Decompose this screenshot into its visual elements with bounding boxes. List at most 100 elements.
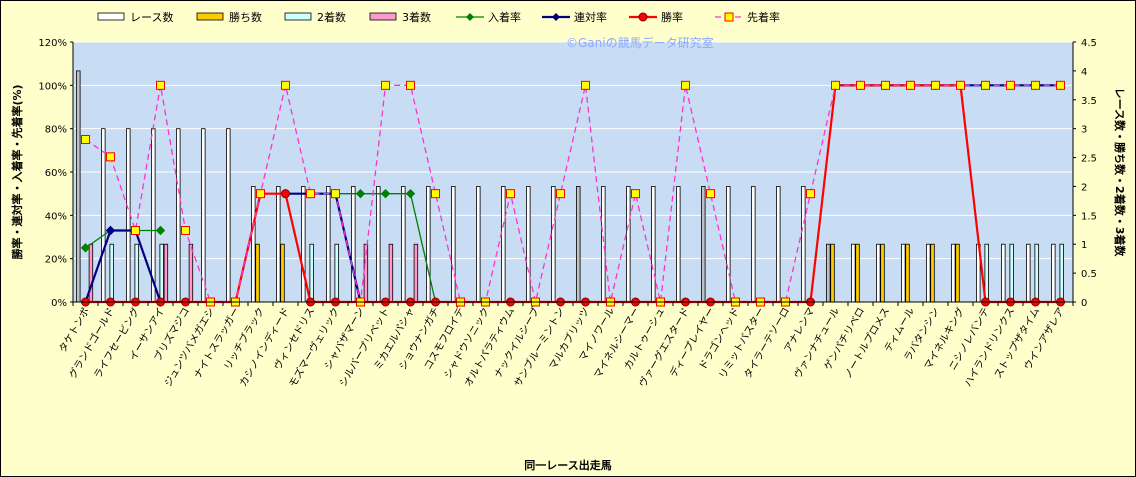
point-先着率 <box>856 80 865 90</box>
point-先着率 <box>956 80 965 90</box>
point-先着率 <box>506 189 515 199</box>
bar-3着数 <box>413 243 419 303</box>
point-先着率 <box>931 80 940 90</box>
point-先着率 <box>81 135 90 144</box>
bar-レース数 <box>376 186 381 303</box>
x-axis-title: 同一レース出走馬 <box>524 458 611 472</box>
bar-勝ち数 <box>855 243 860 303</box>
legend-item: 先着率 <box>715 10 780 24</box>
y-right-tick-label: 3 <box>1081 125 1087 136</box>
bar-2着数 <box>309 243 314 303</box>
bar-2着数 <box>1059 243 1064 303</box>
bar-レース数 <box>276 186 281 303</box>
y-left-tick-label: 80% <box>45 125 67 136</box>
bar-レース数 <box>876 243 881 303</box>
legend-item: 3着数 <box>369 10 431 24</box>
y-right-tick-label: 3.5 <box>1081 96 1097 107</box>
point-先着率 <box>706 189 715 199</box>
category-label: ナイトスラッガー <box>192 306 242 381</box>
category-label: ノートルプロメス <box>842 306 892 381</box>
point-先着率 <box>681 80 690 90</box>
bar-レース数 <box>226 128 231 303</box>
bar-2着数 <box>1009 243 1014 303</box>
category-label: リミットバスター <box>717 306 767 381</box>
bar-2着数 <box>159 243 164 303</box>
bar-レース数 <box>951 243 956 303</box>
bar-レース数 <box>926 243 931 303</box>
bar-レース数 <box>901 243 906 303</box>
bar-レース数 <box>551 186 556 303</box>
legend-label: 連対率 <box>574 10 607 24</box>
legend-label: 3着数 <box>402 10 431 24</box>
bar-レース数 <box>126 128 131 303</box>
legend-label: レース数 <box>130 11 173 24</box>
point-勝率 <box>281 189 290 199</box>
legend-item: 勝ち数 <box>196 10 262 24</box>
bar-3着数 <box>388 243 394 303</box>
point-先着率 <box>106 152 115 162</box>
bar-3着数 <box>163 243 169 303</box>
bar-レース数 <box>576 186 581 303</box>
bar-レース数 <box>426 186 431 303</box>
bar-レース数 <box>476 186 481 303</box>
point-先着率 <box>881 80 890 90</box>
legend-item: 入着率 <box>456 10 521 24</box>
point-先着率 <box>556 189 565 199</box>
category-label: シャドウソニック <box>442 306 492 381</box>
bar-勝ち数 <box>280 243 285 303</box>
y-right-tick-label: 1.5 <box>1081 211 1097 222</box>
bar-勝ち数 <box>930 243 935 303</box>
y-right-tick-label: 4 <box>1081 67 1087 78</box>
bar-レース数 <box>851 243 856 303</box>
bar-レース数 <box>751 186 756 303</box>
point-入着率 <box>405 188 416 199</box>
axes: 0% 20% 40% 60% 80% 100% 120% 0 0.5 1 1.5 2 2.5 3 3.5 4 4… <box>38 38 1097 309</box>
y-left-tick-label: 0% <box>51 298 67 309</box>
line-連対率 <box>285 192 362 303</box>
point-先着率 <box>981 80 990 90</box>
bar-レース数 <box>651 186 656 303</box>
bar-レース数 <box>701 186 706 303</box>
bar-レース数 <box>401 186 406 303</box>
category-label: ストップザタイム <box>992 306 1042 381</box>
bar-レース数 <box>451 186 456 303</box>
bar-レース数 <box>826 243 831 303</box>
bar-2着数 <box>109 243 114 303</box>
bar-勝ち数 <box>830 243 835 303</box>
point-先着率 <box>1056 80 1065 90</box>
point-先着率 <box>906 80 915 90</box>
bar-レース数 <box>301 186 306 303</box>
bar-レース数 <box>501 186 506 303</box>
y-left-tick-label: 100% <box>38 81 67 92</box>
y-left-tick-label: 120% <box>38 38 67 49</box>
bar-レース数 <box>251 186 256 303</box>
point-先着率 <box>1006 80 1015 90</box>
y-left-tick-label: 20% <box>45 255 67 266</box>
point-先着率 <box>631 189 640 199</box>
y-right-tick-label: 0 <box>1081 298 1087 309</box>
y-left-tick-label: 40% <box>45 211 67 222</box>
bar-レース数 <box>801 186 806 303</box>
bar-レース数 <box>726 186 731 303</box>
bar-3着数 <box>188 243 194 303</box>
point-先着率 <box>806 189 815 199</box>
point-先着率 <box>381 80 390 90</box>
line-連対率 <box>84 229 162 303</box>
bar-レース数 <box>326 186 331 303</box>
y-right-tick-label: 4.5 <box>1081 38 1097 49</box>
bar-レース数 <box>1051 243 1056 303</box>
legend-item: 連対率 <box>542 10 607 24</box>
bar-レース数 <box>601 186 606 303</box>
y-right-tick-label: 2.5 <box>1081 154 1097 165</box>
point-入着率 <box>380 188 391 199</box>
y-right-tick-label: 2 <box>1081 182 1087 193</box>
bar-レース数 <box>176 128 181 303</box>
legend-label: 勝ち数 <box>229 10 262 24</box>
bar-勝ち数 <box>905 243 910 303</box>
y-left-tick-label: 60% <box>45 168 67 179</box>
bar-レース数 <box>626 186 631 303</box>
y-right-tick-label: 1 <box>1081 240 1087 251</box>
point-先着率 <box>581 80 590 90</box>
